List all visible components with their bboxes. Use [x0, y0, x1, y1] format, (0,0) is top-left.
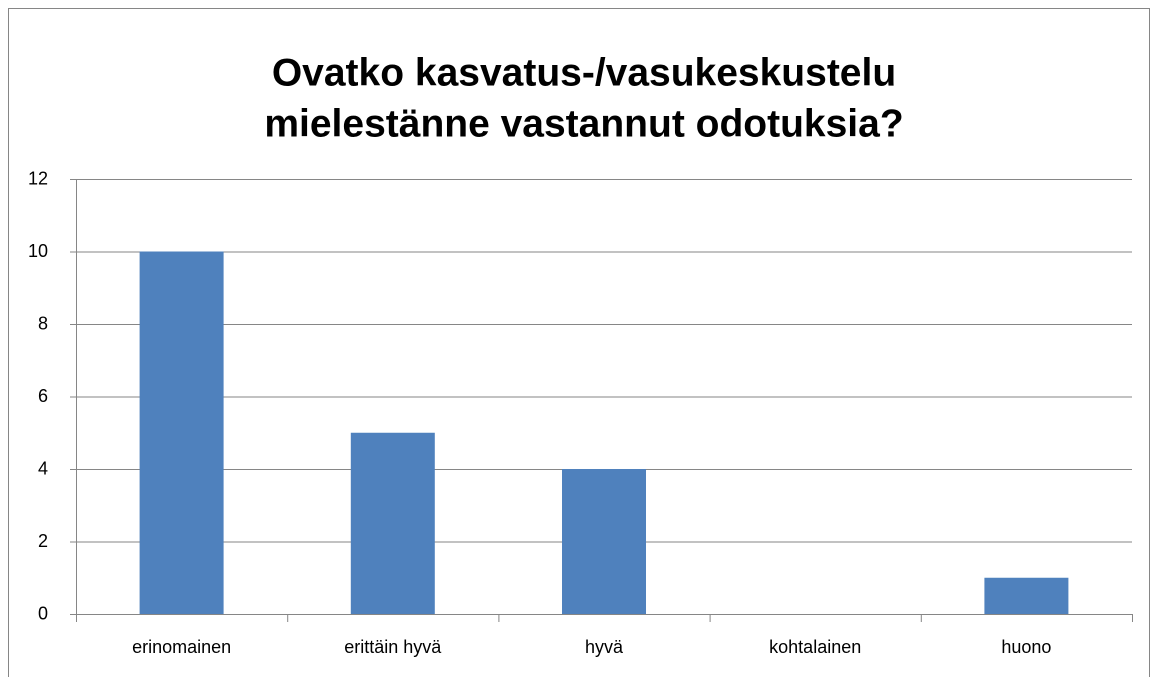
y-tick-label: 0 [38, 603, 48, 623]
y-tick-label: 2 [38, 531, 48, 551]
y-tick-label: 10 [28, 241, 48, 261]
bar [350, 432, 435, 614]
y-tick-label: 8 [38, 313, 48, 333]
chart-title: Ovatko kasvatus-/vasukeskustelu [272, 51, 896, 94]
x-tick-label: erittäin hyvä [344, 637, 442, 657]
y-tick-label: 4 [38, 458, 48, 478]
y-tick-label: 6 [38, 386, 48, 406]
x-tick-label: kohtalainen [769, 637, 861, 657]
x-tick-label: huono [1001, 637, 1051, 657]
bar [139, 251, 224, 614]
x-tick-label: hyvä [585, 637, 624, 657]
chart-title: mielestänne vastannut odotuksia? [264, 102, 903, 145]
x-tick-label: erinomainen [132, 637, 231, 657]
bar [562, 469, 646, 614]
y-tick-label: 12 [28, 168, 48, 188]
bar [984, 577, 1069, 614]
